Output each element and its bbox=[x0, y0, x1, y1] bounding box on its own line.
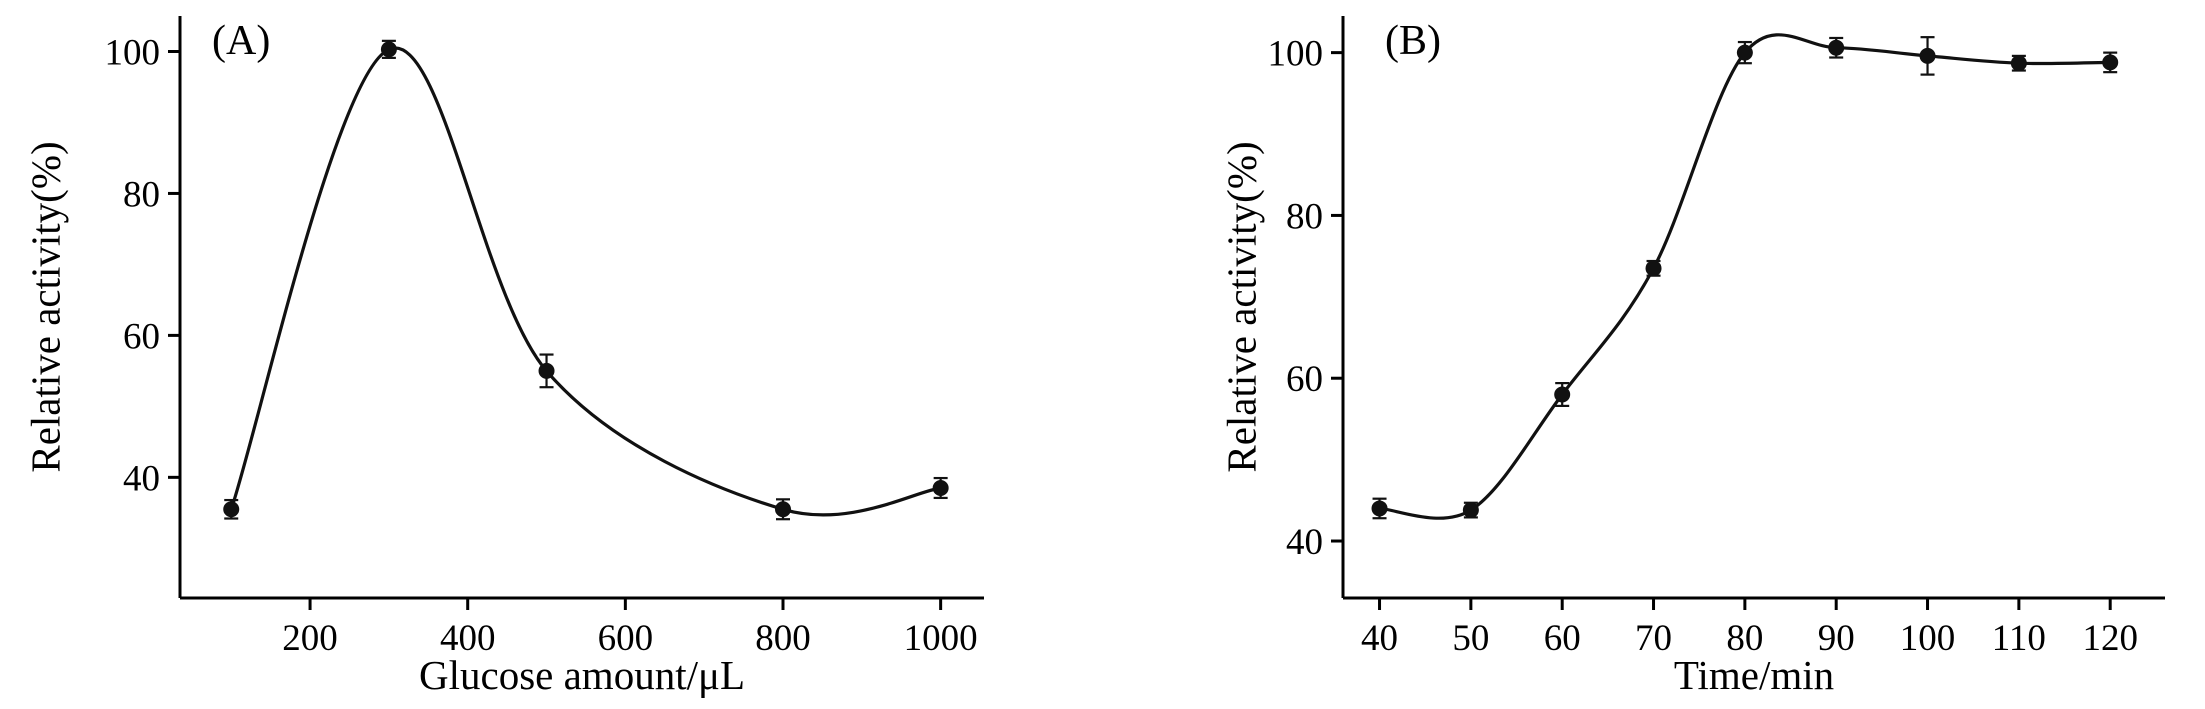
x-tick-label: 70 bbox=[1635, 618, 1672, 659]
data-point bbox=[380, 41, 397, 58]
data-point bbox=[1919, 47, 1936, 64]
panel-b-label: (B) bbox=[1385, 18, 1441, 64]
y-tick-label: 60 bbox=[1286, 359, 1323, 400]
x-tick-label: 600 bbox=[598, 618, 654, 659]
x-tick-label: 120 bbox=[2082, 618, 2138, 659]
data-point bbox=[1828, 39, 1845, 56]
panel-a-x-axis-label: Glucose amount/μL bbox=[419, 652, 745, 698]
panel-b: 40 50 60 70 80 90 100 110 120 40 60 80 100 (B) Relat… bbox=[1050, 0, 2205, 709]
x-tick-label: 200 bbox=[282, 618, 338, 659]
data-point bbox=[2010, 55, 2027, 72]
y-tick-label: 40 bbox=[123, 458, 160, 499]
data-point bbox=[1736, 44, 1753, 61]
x-tick-label: 60 bbox=[1544, 618, 1581, 659]
data-point bbox=[1554, 386, 1571, 403]
data-point bbox=[1462, 502, 1479, 519]
data-point bbox=[932, 479, 949, 496]
x-tick-label: 100 bbox=[1900, 618, 1956, 659]
y-tick-label: 40 bbox=[1286, 522, 1323, 563]
data-point bbox=[1371, 500, 1388, 517]
x-tick-label: 80 bbox=[1726, 618, 1763, 659]
y-tick-label: 100 bbox=[105, 32, 161, 73]
data-point bbox=[223, 501, 240, 518]
x-tick-label: 1000 bbox=[904, 618, 978, 659]
data-point bbox=[775, 501, 791, 518]
x-tick-label: 110 bbox=[1992, 618, 2046, 659]
panel-a: 200 400 600 800 1000 40 60 80 100 (A) Relative a… bbox=[0, 0, 1050, 709]
data-curve bbox=[1379, 33, 2111, 520]
panel-a-y-axis-label: Relative activity(%) bbox=[22, 141, 69, 473]
x-tick-label: 40 bbox=[1361, 618, 1398, 659]
y-tick-label: 80 bbox=[1286, 196, 1323, 237]
panel-b-x-axis-label: Time/min bbox=[1673, 652, 1835, 698]
data-point bbox=[2102, 54, 2119, 71]
data-point bbox=[1645, 260, 1662, 277]
x-tick-label: 800 bbox=[755, 618, 811, 659]
x-tick-label: 90 bbox=[1818, 618, 1855, 659]
x-tick-label: 50 bbox=[1452, 618, 1489, 659]
y-tick-label: 100 bbox=[1268, 34, 1324, 75]
data-point bbox=[538, 362, 555, 379]
chart-a-plot: 200 400 600 800 1000 40 60 80 100 bbox=[105, 16, 984, 659]
x-tick-label: 400 bbox=[440, 618, 496, 659]
y-tick-label: 80 bbox=[123, 174, 160, 215]
panel-a-label: (A) bbox=[212, 18, 271, 64]
y-tick-label: 60 bbox=[123, 316, 160, 357]
panel-b-y-axis-label: Relative activity(%) bbox=[1218, 141, 1265, 473]
chart-b-plot: 40 50 60 70 80 90 100 110 120 40 60 80 100 bbox=[1268, 16, 2165, 659]
data-curve bbox=[229, 46, 941, 517]
